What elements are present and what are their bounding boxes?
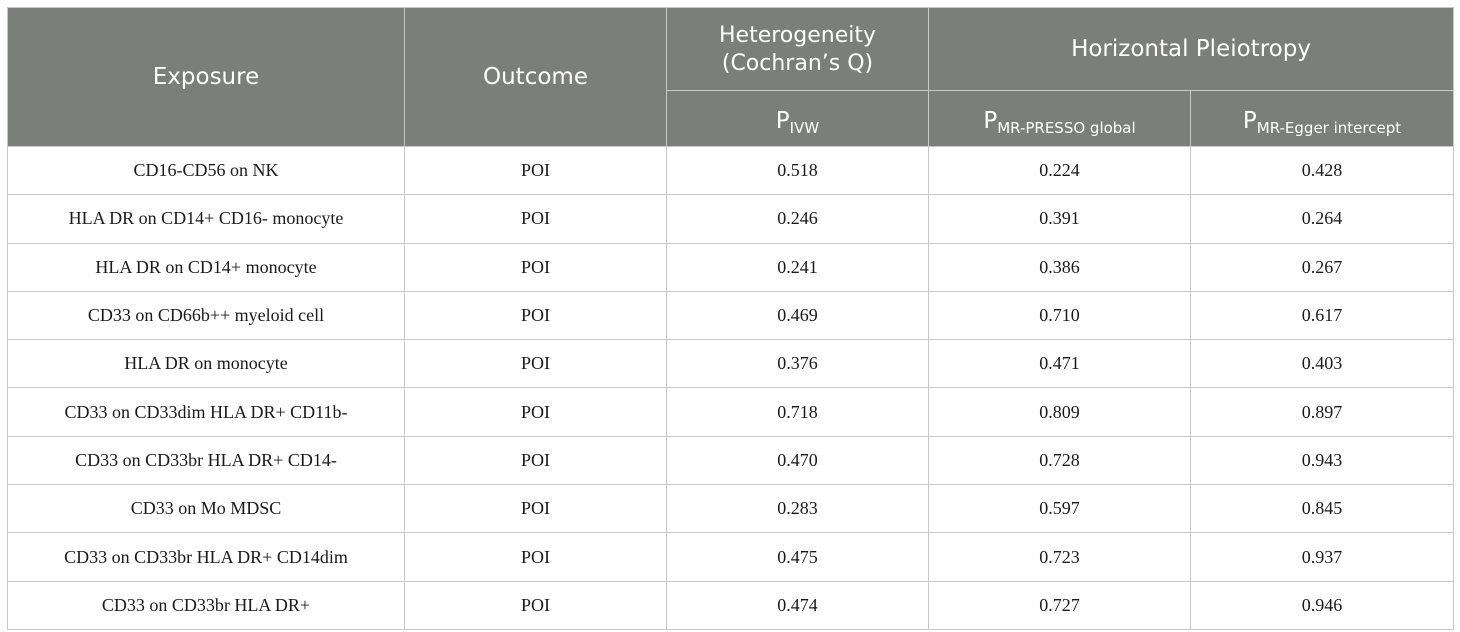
cell-p-presso: 0.471 bbox=[928, 339, 1191, 389]
cell-exposure: CD33 on CD33br HLA DR+ CD14- bbox=[7, 435, 405, 486]
cell-p-egger: 0.264 bbox=[1190, 194, 1454, 244]
cell-p-presso: 0.710 bbox=[928, 290, 1191, 341]
cell-outcome: POI bbox=[404, 145, 667, 196]
cell-outcome: POI bbox=[404, 290, 667, 341]
cell-outcome: POI bbox=[404, 339, 667, 389]
cell-exposure: HLA DR on CD14+ CD16- monocyte bbox=[7, 194, 405, 244]
cell-p-ivw: 0.474 bbox=[666, 580, 929, 630]
cell-exposure: HLA DR on CD14+ monocyte bbox=[7, 242, 405, 292]
header-p-ivw-sub: IVW bbox=[789, 118, 820, 137]
table-row: CD33 on CD66b++ myeloid cell POI 0.469 0.71… bbox=[7, 290, 1454, 341]
cell-exposure: CD33 on CD66b++ myeloid cell bbox=[7, 290, 405, 341]
cell-p-ivw: 0.470 bbox=[666, 435, 929, 486]
header-exposure: Exposure bbox=[7, 7, 405, 147]
cell-p-presso: 0.224 bbox=[928, 145, 1191, 196]
cell-p-ivw: 0.246 bbox=[666, 194, 929, 244]
results-table: Exposure Outcome Heterogeneity (Cochran’… bbox=[7, 7, 1454, 630]
cell-p-egger: 0.617 bbox=[1190, 290, 1454, 341]
cell-p-presso: 0.391 bbox=[928, 194, 1191, 244]
cell-outcome: POI bbox=[404, 387, 667, 437]
cell-p-egger: 0.428 bbox=[1190, 145, 1454, 196]
cell-p-ivw: 0.518 bbox=[666, 145, 929, 196]
header-heterogeneity: Heterogeneity (Cochran’s Q) bbox=[666, 7, 929, 91]
table-row: CD33 on CD33br HLA DR+ POI 0.474 0.727 0.946 bbox=[7, 580, 1454, 630]
cell-p-ivw: 0.469 bbox=[666, 290, 929, 341]
cell-p-ivw: 0.475 bbox=[666, 532, 929, 582]
table-row: CD33 on Mo MDSC POI 0.283 0.597 0.845 bbox=[7, 484, 1454, 534]
header-heterogeneity-line1: Heterogeneity bbox=[719, 23, 876, 48]
cell-p-ivw: 0.376 bbox=[666, 339, 929, 389]
cell-outcome: POI bbox=[404, 484, 667, 534]
cell-exposure: CD16-CD56 on NK bbox=[7, 145, 405, 196]
table-row: HLA DR on monocyte POI 0.376 0.471 0.403 bbox=[7, 339, 1454, 389]
cell-exposure: HLA DR on monocyte bbox=[7, 339, 405, 389]
cell-outcome: POI bbox=[404, 435, 667, 486]
header-p-presso: PMR-PRESSO global bbox=[928, 90, 1191, 147]
cell-p-ivw: 0.718 bbox=[666, 387, 929, 437]
header-p-egger-base: P bbox=[1242, 107, 1257, 134]
cell-outcome: POI bbox=[404, 532, 667, 582]
table-row: HLA DR on CD14+ monocyte POI 0.241 0.386 0.2… bbox=[7, 242, 1454, 292]
header-p-egger: PMR-Egger intercept bbox=[1190, 90, 1454, 147]
cell-exposure: CD33 on CD33br HLA DR+ CD14dim bbox=[7, 532, 405, 582]
header-p-egger-sub: MR-Egger intercept bbox=[1256, 118, 1402, 137]
cell-p-presso: 0.386 bbox=[928, 242, 1191, 292]
cell-p-egger: 0.897 bbox=[1190, 387, 1454, 437]
header-horizontal-pleiotropy: Horizontal Pleiotropy bbox=[928, 7, 1454, 91]
cell-p-egger: 0.937 bbox=[1190, 532, 1454, 582]
header-outcome: Outcome bbox=[404, 7, 667, 147]
cell-p-ivw: 0.283 bbox=[666, 484, 929, 534]
cell-exposure: CD33 on CD33dim HLA DR+ CD11b- bbox=[7, 387, 405, 437]
table-row: HLA DR on CD14+ CD16- monocyte POI 0.246 0.… bbox=[7, 194, 1454, 244]
cell-p-presso: 0.727 bbox=[928, 580, 1191, 630]
table-body: CD16-CD56 on NK POI 0.518 0.224 0.428 HLA DR … bbox=[7, 145, 1454, 630]
header-p-ivw-base: P bbox=[775, 107, 790, 134]
header-p-presso-sub: MR-PRESSO global bbox=[997, 118, 1136, 137]
cell-p-ivw: 0.241 bbox=[666, 242, 929, 292]
cell-p-egger: 0.267 bbox=[1190, 242, 1454, 292]
cell-outcome: POI bbox=[404, 580, 667, 630]
cell-p-egger: 0.403 bbox=[1190, 339, 1454, 389]
cell-outcome: POI bbox=[404, 242, 667, 292]
cell-p-presso: 0.728 bbox=[928, 435, 1191, 486]
header-p-ivw: PIVW bbox=[666, 90, 929, 147]
table-row: CD33 on CD33dim HLA DR+ CD11b- POI 0.718 0.… bbox=[7, 387, 1454, 437]
cell-p-presso: 0.597 bbox=[928, 484, 1191, 534]
cell-outcome: POI bbox=[404, 194, 667, 244]
header-p-presso-base: P bbox=[983, 107, 998, 134]
table-row: CD33 on CD33br HLA DR+ CD14dim POI 0.475 0.… bbox=[7, 532, 1454, 582]
cell-p-egger: 0.845 bbox=[1190, 484, 1454, 534]
table-row: CD33 on CD33br HLA DR+ CD14- POI 0.470 0.72… bbox=[7, 435, 1454, 486]
cell-p-presso: 0.809 bbox=[928, 387, 1191, 437]
table-header: Exposure Outcome Heterogeneity (Cochran’… bbox=[7, 7, 1454, 147]
cell-exposure: CD33 on CD33br HLA DR+ bbox=[7, 580, 405, 630]
cell-p-presso: 0.723 bbox=[928, 532, 1191, 582]
cell-exposure: CD33 on Mo MDSC bbox=[7, 484, 405, 534]
cell-p-egger: 0.946 bbox=[1190, 580, 1454, 630]
table-row: CD16-CD56 on NK POI 0.518 0.224 0.428 bbox=[7, 145, 1454, 196]
header-heterogeneity-line2: (Cochran’s Q) bbox=[721, 51, 874, 76]
cell-p-egger: 0.943 bbox=[1190, 435, 1454, 486]
